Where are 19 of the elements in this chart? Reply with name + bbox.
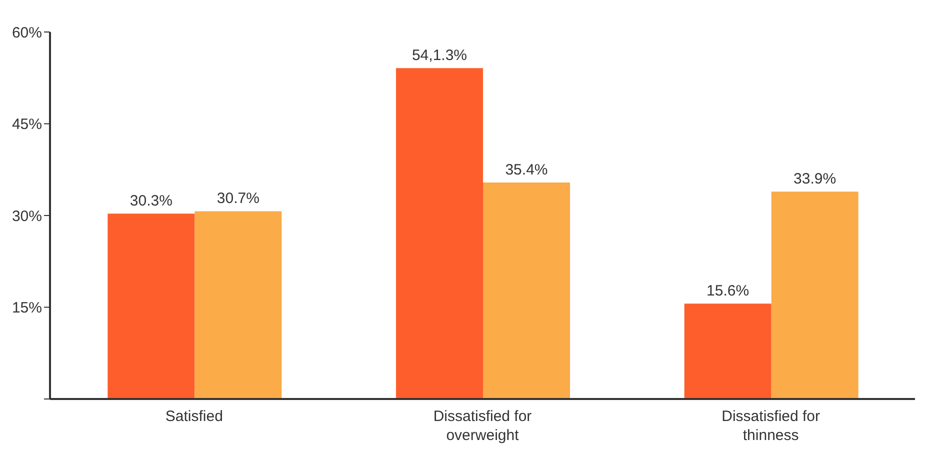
data-label: 15.6% [706,282,750,300]
bar [194,211,282,399]
x-tick-label: Dissatisfied for overweight [433,408,532,444]
y-tick-label: 60% [12,24,42,42]
y-tick-label: 45% [12,116,42,134]
bar [483,182,570,399]
x-tick-label: Dissatisfied for thinness [722,408,820,444]
data-label: 33.9% [794,170,836,188]
bar [771,192,858,399]
bar [684,304,772,399]
data-label: 35.4% [505,161,548,178]
y-tick-label: 15% [12,300,42,317]
bar [108,214,195,399]
y-tick-label: 30% [12,208,42,225]
x-tick-label: Satisfied [165,408,223,425]
data-label: 30.3% [130,192,172,210]
bar [396,68,483,399]
data-label: 30.7% [216,190,260,208]
data-label: 54,1.3% [412,47,468,64]
